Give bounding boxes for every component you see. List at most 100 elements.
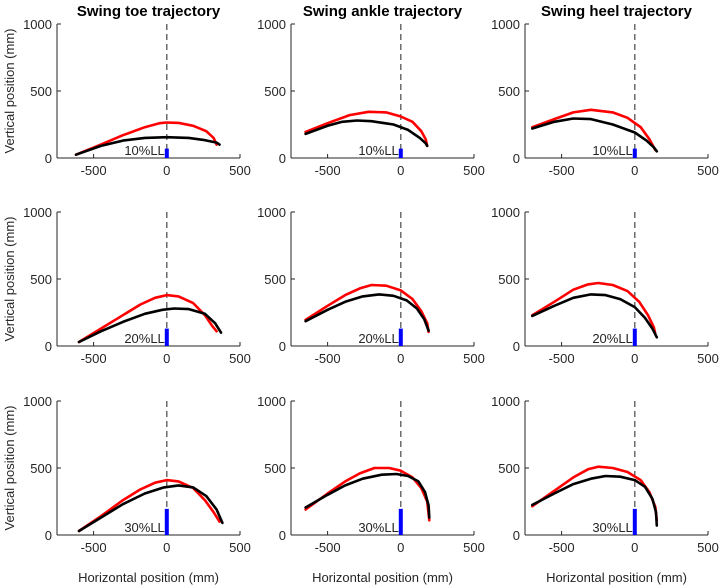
red-trajectory: [531, 281, 657, 336]
x-tick-label: 0: [397, 540, 404, 555]
x-tick-label: 0: [163, 540, 170, 555]
black-trajectory: [531, 117, 659, 153]
y-tick-label: 500: [30, 461, 52, 476]
panel-1-2: 0 500 1000 -500 0 500 20%LL: [491, 205, 719, 366]
x-tick-label: -500: [315, 540, 341, 555]
ll-label: 30%LL: [358, 520, 398, 535]
y-tick-label: 1000: [23, 17, 52, 32]
black-trajectory: [304, 119, 429, 148]
red-trajectory: [531, 108, 657, 152]
x-tick-label: 500: [229, 351, 251, 366]
x-tick-label: 0: [631, 351, 638, 366]
x-tick-label: 500: [463, 351, 485, 366]
x-tick-label: 0: [631, 540, 638, 555]
y-tick-label: 0: [279, 528, 286, 543]
y-tick-label: 0: [279, 339, 286, 354]
x-tick-label: -500: [81, 163, 107, 178]
x-tick-label: -500: [549, 540, 575, 555]
column-title: Swing ankle trajectory: [303, 3, 463, 20]
black-trajectory: [531, 474, 659, 527]
x-tick-label: 0: [397, 351, 404, 366]
x-tick-label: 500: [697, 163, 719, 178]
y-tick-label: 0: [45, 528, 52, 543]
y-tick-label: 500: [30, 84, 52, 99]
panel-2-0: 0 500 1000 -500 0 500 30%LL: [23, 394, 251, 555]
y-tick-label: 0: [45, 151, 52, 166]
red-trajectory: [304, 110, 429, 148]
panel-0-0: 0 500 1000 -500 0 500 10%LL: [23, 17, 251, 178]
x-tick-label: -500: [549, 351, 575, 366]
y-tick-label: 1000: [23, 394, 52, 409]
y-tick-label: 1000: [23, 205, 52, 220]
x-tick-label: 500: [229, 540, 251, 555]
y-tick-label: 1000: [257, 394, 286, 409]
y-tick-label: 500: [498, 272, 520, 287]
y-tick-label: 0: [513, 528, 520, 543]
y-tick-label: 1000: [491, 17, 520, 32]
panel-0-2: 0 500 1000 -500 0 500 10%LL: [491, 17, 719, 178]
black-trajectory: [304, 293, 430, 332]
y-tick-label: 1000: [257, 205, 286, 220]
y-tick-label: 500: [498, 461, 520, 476]
y-tick-label: 500: [264, 272, 286, 287]
black-trajectory: [74, 135, 221, 156]
x-tick-label: 0: [397, 163, 404, 178]
y-tick-label: 500: [30, 272, 52, 287]
column-title: Swing heel trajectory: [541, 3, 693, 20]
y-axis-label: Vertical position (mm): [2, 217, 17, 342]
x-axis-label: Horizontal position (mm): [312, 570, 453, 585]
panel-2-2: 0 500 1000 -500 0 500 30%LL: [491, 394, 719, 555]
x-axis-label: Horizontal position (mm): [546, 570, 687, 585]
ll-label: 20%LL: [358, 331, 398, 346]
red-trajectory: [531, 465, 659, 522]
x-tick-label: -500: [81, 540, 107, 555]
ll-label: 10%LL: [358, 143, 398, 158]
red-trajectory: [74, 121, 218, 156]
ll-label: 30%LL: [124, 520, 164, 535]
black-trajectory: [77, 307, 223, 344]
y-tick-label: 500: [264, 461, 286, 476]
panel-0-1: 0 500 1000 -500 0 500 10%LL: [257, 17, 485, 178]
ll-label: 20%LL: [124, 331, 164, 346]
x-tick-label: 500: [229, 163, 251, 178]
y-tick-label: 500: [264, 84, 286, 99]
y-tick-label: 500: [498, 84, 520, 99]
column-title: Swing toe trajectory: [77, 3, 221, 20]
x-tick-label: 0: [631, 163, 638, 178]
y-tick-label: 1000: [257, 17, 286, 32]
x-tick-label: 500: [697, 351, 719, 366]
ll-label: 10%LL: [124, 143, 164, 158]
y-tick-label: 0: [279, 151, 286, 166]
panel-1-0: 0 500 1000 -500 0 500 20%LL: [23, 205, 251, 366]
y-axis-label: Vertical position (mm): [2, 406, 17, 531]
x-tick-label: 0: [163, 351, 170, 366]
ll-label: 10%LL: [592, 143, 632, 158]
x-tick-label: 500: [463, 163, 485, 178]
x-tick-label: -500: [549, 163, 575, 178]
black-trajectory: [531, 293, 659, 339]
y-tick-label: 1000: [491, 394, 520, 409]
panel-1-1: 0 500 1000 -500 0 500 20%LL: [257, 205, 485, 366]
y-tick-label: 1000: [491, 205, 520, 220]
y-tick-label: 0: [45, 339, 52, 354]
red-trajectory: [304, 283, 430, 334]
x-tick-label: -500: [81, 351, 107, 366]
y-tick-label: 0: [513, 151, 520, 166]
x-tick-label: -500: [315, 351, 341, 366]
x-tick-label: 500: [463, 540, 485, 555]
x-tick-label: -500: [315, 163, 341, 178]
ll-label: 30%LL: [592, 520, 632, 535]
red-trajectory: [304, 466, 431, 522]
x-tick-label: 0: [163, 163, 170, 178]
red-trajectory: [77, 293, 218, 344]
black-trajectory: [77, 484, 224, 533]
panel-2-1: 0 500 1000 -500 0 500 30%LL: [257, 394, 485, 555]
y-axis-label: Vertical position (mm): [2, 29, 17, 154]
red-trajectory: [77, 478, 221, 533]
black-trajectory: [304, 472, 431, 519]
ll-label: 20%LL: [592, 331, 632, 346]
x-axis-label: Horizontal position (mm): [78, 570, 219, 585]
x-tick-label: 500: [697, 540, 719, 555]
y-tick-label: 0: [513, 339, 520, 354]
